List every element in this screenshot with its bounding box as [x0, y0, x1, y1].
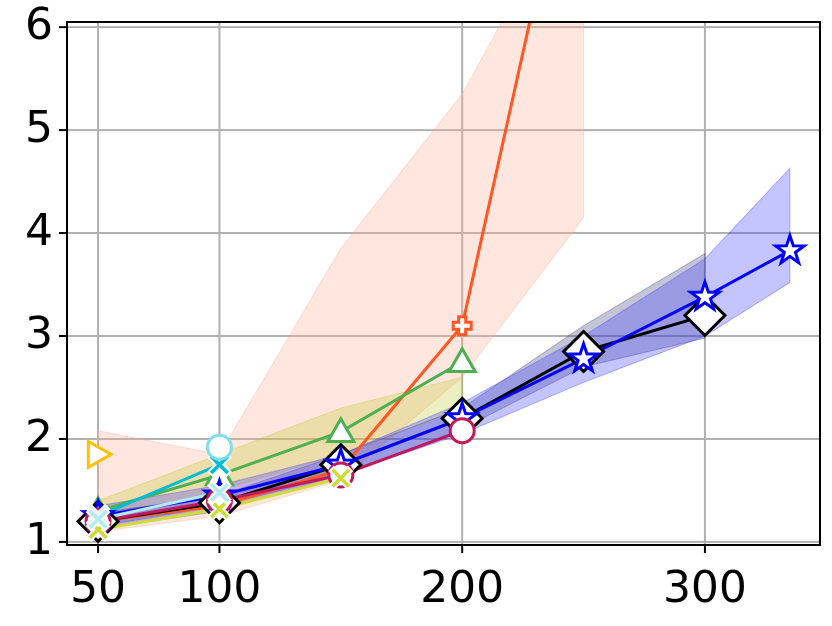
series-line — [97, 491, 220, 521]
plot-area — [75, 22, 809, 544]
axes-frame — [66, 21, 821, 546]
x-tick-label: 300 — [663, 562, 747, 613]
band — [97, 166, 791, 528]
marker — [564, 339, 603, 375]
series-line — [97, 463, 221, 518]
y-tick-label: 2 — [25, 411, 53, 462]
marker — [451, 315, 473, 337]
series-line — [97, 429, 463, 523]
marker — [205, 433, 233, 461]
marker — [448, 417, 476, 445]
y-tick-label: 4 — [25, 205, 53, 256]
series-line — [97, 360, 463, 513]
marker — [85, 506, 111, 532]
x-tick-label: 50 — [70, 562, 126, 613]
marker — [86, 438, 115, 470]
marker — [771, 230, 809, 267]
grid — [67, 22, 820, 545]
y-tick-label: 3 — [25, 308, 53, 359]
marker — [207, 480, 232, 505]
marker — [446, 345, 478, 373]
ticks: 1 2 3 4 5 6 50 100 200 300 — [25, 0, 747, 613]
marker — [328, 465, 354, 491]
y-tick-label: 5 — [25, 102, 53, 153]
marker — [325, 415, 357, 444]
x-tick-label: 200 — [420, 562, 504, 613]
y-tick-label: 6 — [25, 0, 53, 50]
marker — [207, 496, 232, 522]
y-tick-label: 1 — [25, 514, 53, 565]
marker — [686, 277, 724, 313]
band — [97, 22, 585, 533]
marker — [682, 293, 728, 338]
x-tick-label: 100 — [177, 562, 261, 613]
